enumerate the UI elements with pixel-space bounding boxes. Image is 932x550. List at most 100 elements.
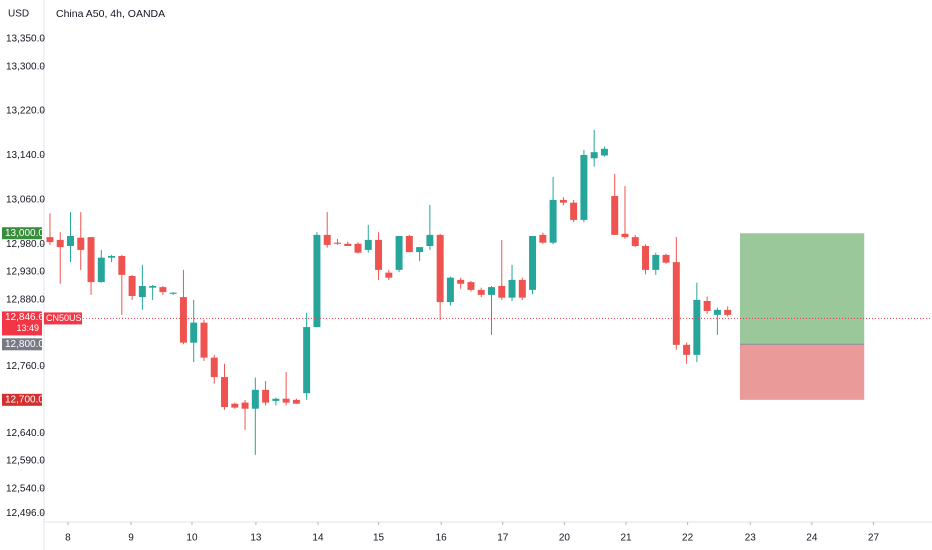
symbol-tag: CN50USD — [46, 313, 89, 323]
y-tick-label: 12,640.0 — [6, 428, 45, 439]
x-tick-label: 13 — [250, 533, 262, 544]
candle-body — [128, 275, 136, 296]
candle-body — [108, 256, 116, 258]
candle-body — [529, 236, 537, 290]
y-tick-label: 12,980.0 — [6, 239, 45, 250]
candle-body — [498, 285, 506, 298]
y-tick-label: 13,220.0 — [6, 106, 45, 117]
candle-body — [190, 322, 198, 343]
candle-body — [364, 239, 372, 250]
y-tick-label: 12,496.0 — [6, 508, 45, 519]
last-price-bg — [2, 311, 42, 336]
y-tick-label: 12,930.0 — [6, 267, 45, 278]
candle-body — [159, 287, 167, 293]
candle-body — [559, 199, 567, 203]
currency: USD — [8, 9, 29, 20]
candle-body — [231, 403, 239, 408]
candle-body — [693, 299, 701, 355]
x-tick-label: 17 — [497, 533, 509, 544]
candle-body — [118, 256, 126, 275]
candle-body — [354, 243, 362, 253]
candle-body — [662, 254, 670, 263]
candle-body — [436, 234, 444, 303]
candle-body — [488, 287, 495, 295]
y-tick-label: 13,350.0 — [6, 34, 45, 45]
x-tick-label: 14 — [312, 533, 324, 544]
candle-body — [77, 237, 85, 250]
candle-body — [426, 234, 434, 247]
candle-body — [724, 309, 732, 315]
price-label: 12,800.0 — [5, 339, 44, 350]
y-tick-label: 13,060.0 — [6, 195, 45, 206]
profit-zone — [739, 233, 865, 345]
candle-body — [303, 327, 311, 394]
candle-body — [375, 239, 383, 270]
y-tick-label: 12,760.0 — [6, 361, 45, 372]
candle-body — [600, 148, 608, 156]
candle-body — [272, 398, 280, 401]
candle-body — [169, 292, 177, 294]
chart-title: China A50, 4h, OANDA — [56, 8, 165, 20]
candle-body — [292, 399, 300, 404]
y-tick-label: 12,880.0 — [6, 295, 45, 306]
y-tick-label: 13,140.0 — [6, 150, 45, 161]
candle-body — [683, 344, 691, 355]
x-tick-label: 22 — [682, 533, 694, 544]
candle-body — [46, 237, 54, 243]
candle-body — [713, 309, 721, 315]
candle-body — [549, 199, 557, 243]
x-tick-label: 16 — [436, 533, 448, 544]
price-label-bg — [2, 227, 42, 240]
candle-body — [416, 247, 424, 253]
y-tick-label: 12,590.0 — [6, 456, 45, 467]
candle-body — [395, 236, 403, 270]
candle-body — [477, 289, 485, 295]
candle-body — [221, 377, 229, 408]
candle-body — [179, 297, 187, 343]
candle-body — [200, 322, 208, 358]
candle-body — [282, 398, 290, 403]
candle-body — [138, 285, 146, 298]
x-tick-label: 20 — [559, 533, 571, 544]
last-price-label: 12,846.6 — [5, 312, 44, 323]
candle-body — [87, 237, 95, 283]
candle-body — [467, 282, 475, 290]
candle-body — [621, 233, 629, 238]
candle-body — [642, 246, 650, 270]
candle-body — [508, 279, 516, 298]
candle-body — [333, 242, 341, 244]
candle-body — [149, 285, 157, 288]
candle-body — [241, 402, 249, 409]
candle-body — [518, 279, 526, 298]
candle-body — [251, 389, 259, 409]
countdown: 13:49 — [16, 323, 39, 333]
candle-body — [672, 262, 680, 345]
candle-body — [262, 389, 270, 403]
candle-body — [56, 239, 64, 248]
x-tick-label: 24 — [806, 533, 818, 544]
y-tick-label: 12,540.0 — [6, 483, 45, 494]
candle-body — [405, 236, 413, 253]
x-tick-label: 23 — [745, 533, 757, 544]
symbol-tag-bg — [44, 312, 82, 325]
price-label-bg — [2, 338, 42, 351]
candle-body — [210, 357, 218, 378]
x-tick-label: 10 — [186, 533, 198, 544]
price-label: 13,000.0 — [5, 228, 44, 239]
x-tick-label: 15 — [373, 533, 385, 544]
x-tick-label: 9 — [128, 533, 134, 544]
candle-body — [631, 237, 639, 247]
candle-body — [539, 234, 547, 243]
candle-body — [611, 196, 619, 235]
candle-body — [385, 272, 393, 278]
candle-body — [457, 279, 465, 284]
candle-body — [570, 202, 578, 220]
candle-body — [313, 234, 321, 328]
candle-body — [703, 300, 711, 311]
x-tick-label: 8 — [65, 533, 71, 544]
candle-body — [344, 243, 352, 247]
x-tick-label: 27 — [868, 533, 880, 544]
y-tick-label: 13,300.0 — [6, 61, 45, 72]
x-tick-label: 21 — [620, 533, 632, 544]
